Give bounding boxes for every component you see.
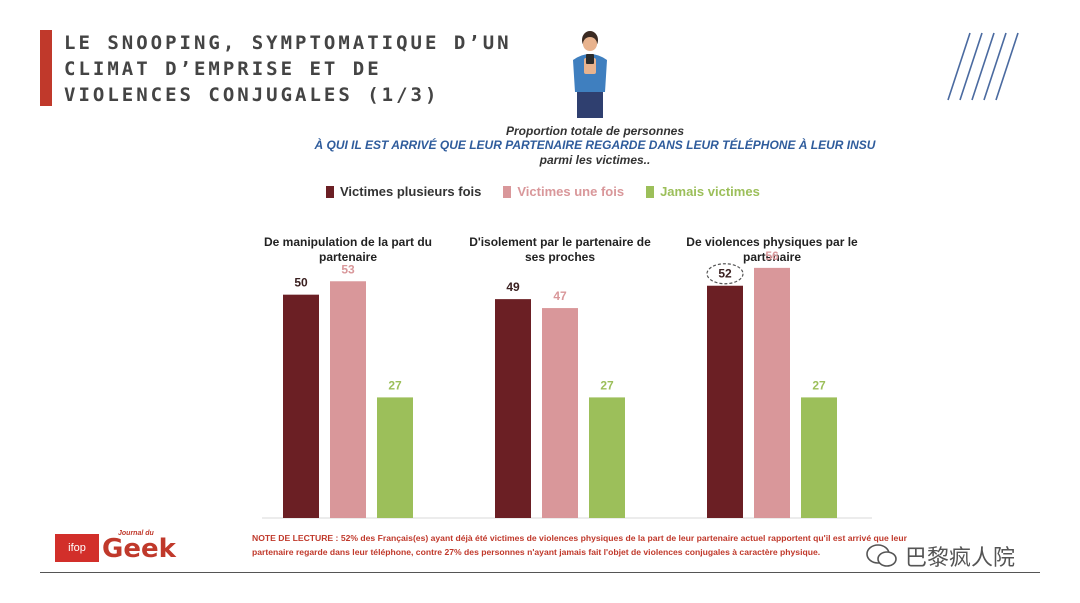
person-on-phone-illustration — [573, 31, 607, 118]
bar-1 — [283, 294, 319, 518]
category-label: De manipulation de la part du partenaire — [264, 235, 432, 264]
data-label: 52 — [718, 267, 732, 281]
bar-2 — [754, 267, 790, 518]
data-label: 27 — [600, 378, 614, 392]
legend-swatch-3 — [646, 185, 655, 198]
legend-label-2: Victimes une fois — [517, 184, 625, 199]
data-label: 27 — [388, 378, 402, 392]
journal-du-geek-logo: Journal du Geek — [102, 530, 176, 562]
legend-label-1: Victimes plusieurs fois — [340, 184, 482, 199]
data-label: 50 — [294, 276, 308, 290]
legend-item-3: Jamais victimes — [646, 184, 760, 199]
bar-3 — [377, 397, 413, 518]
legend-swatch-2 — [503, 185, 512, 198]
page-title: LE SNOOPING, SYMPTOMATIQUE D’UN CLIMAT D… — [64, 32, 512, 106]
bar-1 — [495, 299, 531, 518]
subtitle-question: À QUI IL EST ARRIVÉ QUE LEUR PARTENAIRE … — [314, 138, 876, 152]
data-label: 47 — [553, 289, 567, 303]
data-label: 27 — [812, 378, 826, 392]
subtitle-line1: Proportion totale de personnes — [505, 124, 685, 138]
highlight-circle — [706, 263, 744, 285]
data-label: 56 — [765, 249, 779, 263]
logo-big-text: Geek — [102, 534, 176, 564]
legend-label-3: Jamais victimes — [660, 184, 760, 199]
category-label: De violences physiques par le partenaire — [686, 235, 858, 264]
watermark-text: 巴黎疯人院 — [905, 545, 1016, 570]
reading-note-label: NOTE DE LECTURE : — [252, 533, 339, 543]
legend-item-2: Victimes une fois — [503, 184, 624, 199]
legend-swatch-1 — [326, 185, 334, 198]
bar-2 — [330, 281, 366, 518]
subtitle-line3: parmi les victimes.. — [539, 153, 651, 167]
data-label: 53 — [341, 262, 355, 276]
data-label: 49 — [506, 280, 520, 294]
bar-3 — [589, 397, 625, 518]
logo-small-text: Journal du — [118, 530, 154, 537]
category-label: D'isolement par le partenaire de ses proc… — [469, 235, 651, 264]
title-accent-bar — [40, 30, 52, 106]
watermark: 巴黎疯人院 — [865, 540, 1015, 572]
chat-bubbles-icon — [866, 544, 897, 567]
decorative-stripes — [947, 32, 1019, 101]
reading-note: NOTE DE LECTURE : 52% des Français(es) a… — [252, 531, 922, 559]
legend-item-1: Victimes plusieurs fois — [326, 184, 481, 199]
bar-1 — [707, 285, 743, 518]
chart-legend: Victimes plusieurs fois Victimes une foi… — [326, 184, 760, 199]
reading-note-text: 52% des Français(es) ayant déjà été vict… — [252, 533, 907, 557]
footer-divider — [40, 572, 1040, 573]
bar-3 — [801, 397, 837, 518]
bar-2 — [542, 308, 578, 518]
ifop-logo: ifop — [55, 534, 99, 562]
